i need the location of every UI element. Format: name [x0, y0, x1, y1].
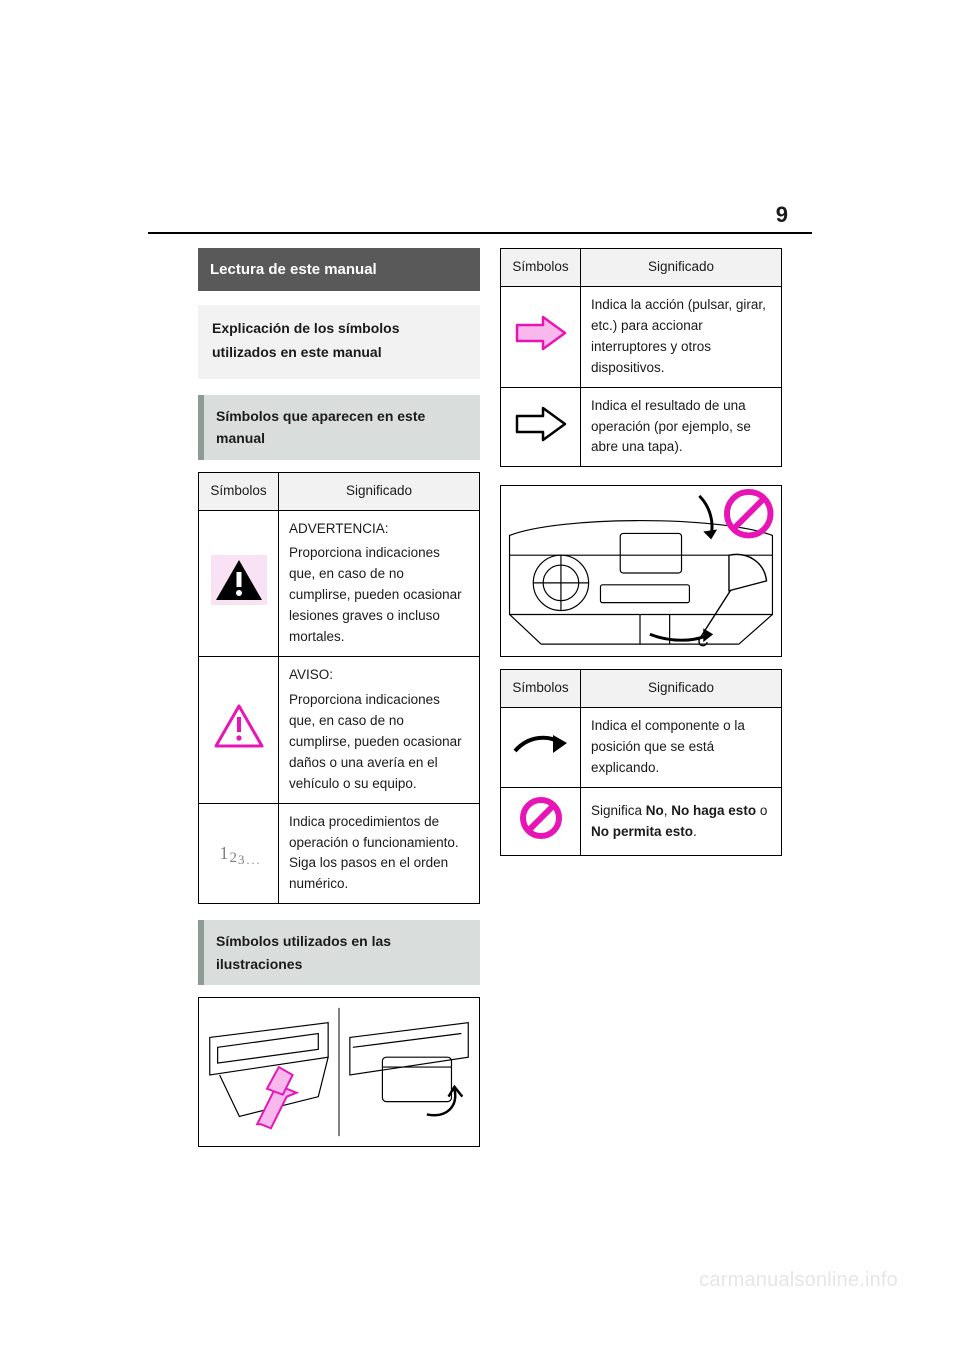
cell-body: Proporciona indicaciones que, en caso de… [289, 690, 469, 795]
warning-icon [210, 554, 268, 606]
symbols-table-3: Símbolos Significado Indica el component… [500, 669, 782, 856]
notice-icon [213, 703, 265, 749]
text: . [693, 824, 697, 839]
table-row: Indica el resultado de una operación (po… [501, 387, 782, 467]
divider [148, 232, 812, 234]
left-column: Lectura de este manual Explicación de lo… [198, 248, 480, 1147]
symbol-cell [199, 510, 279, 657]
symbol-cell [501, 788, 581, 856]
table-row: Indica el componente o la posición que s… [501, 708, 782, 788]
meaning-cell: AVISO: Proporciona indicaciones que, en … [279, 657, 480, 804]
result-arrow-icon [427, 1087, 463, 1115]
subheading-symbols-manual: Símbolos que aparecen en este manual [198, 395, 480, 460]
cell-body: Proporciona indicaciones que, en caso de… [289, 543, 469, 648]
component-arrow-icon [511, 727, 571, 761]
symbol-cell [501, 286, 581, 387]
action-arrow-icon [513, 313, 569, 353]
section-heading: Lectura de este manual [198, 248, 480, 291]
meaning-cell: ADVERTENCIA: Proporciona indicaciones qu… [279, 510, 480, 657]
intro-box: Explicación de los símbolos utilizados e… [198, 305, 480, 379]
table-row: ADVERTENCIA: Proporciona indicaciones qu… [199, 510, 480, 657]
meaning-cell: Indica el componente o la posición que s… [581, 708, 782, 788]
table-header: Significado [581, 670, 782, 708]
page-number: 9 [776, 198, 788, 232]
symbol-cell: 123... [199, 803, 279, 904]
table-header: Significado [279, 472, 480, 510]
manual-page: 9 Lectura de este manual Explicación de … [0, 0, 960, 1358]
symbols-table-1: Símbolos Significado ADVERTENCIA: [198, 472, 480, 905]
text: o [756, 803, 767, 818]
table-header: Símbolos [199, 472, 279, 510]
table-header: Símbolos [501, 670, 581, 708]
text: Significa [591, 803, 646, 818]
table-row: Indica la acción (pulsar, girar, etc.) p… [501, 286, 782, 387]
text-bold: No permita esto [591, 824, 693, 839]
meaning-cell: Indica la acción (pulsar, girar, etc.) p… [581, 286, 782, 387]
table-header: Significado [581, 249, 782, 287]
subheading-symbols-illus: Símbolos utilizados en las ilustraciones [198, 920, 480, 985]
text-bold: No haga esto [671, 803, 756, 818]
watermark: carmanualsonline.info [699, 1265, 898, 1296]
meaning-cell: Indica el resultado de una operación (po… [581, 387, 782, 467]
result-arrow-icon [513, 404, 569, 444]
right-column: Símbolos Significado Indica la acción (p… [500, 248, 782, 1147]
table-row: 123... Indica procedimientos de operació… [199, 803, 480, 904]
action-arrow-icon [257, 1067, 296, 1128]
prohibit-icon [517, 794, 565, 842]
content-columns: Lectura de este manual Explicación de lo… [198, 248, 782, 1147]
symbol-cell [501, 708, 581, 788]
component-arrow-icon [650, 629, 713, 643]
symbols-table-2: Símbolos Significado Indica la acción (p… [500, 248, 782, 467]
numbered-steps-icon: 123... [220, 847, 258, 862]
meaning-cell: Significa No, No haga esto o No permita … [581, 788, 782, 856]
symbol-cell [501, 387, 581, 467]
table-header: Símbolos [501, 249, 581, 287]
symbol-cell [199, 657, 279, 804]
component-arrow-icon [699, 496, 717, 539]
cell-title: ADVERTENCIA: [289, 519, 469, 540]
text-bold: No [646, 803, 664, 818]
table-row: AVISO: Proporciona indicaciones que, en … [199, 657, 480, 804]
illustration-sunvisor [198, 997, 480, 1147]
cell-title: AVISO: [289, 665, 469, 686]
table-row: Significa No, No haga esto o No permita … [501, 788, 782, 856]
illustration-dashboard [500, 485, 782, 657]
meaning-cell: Indica procedimientos de operación o fun… [279, 803, 480, 904]
